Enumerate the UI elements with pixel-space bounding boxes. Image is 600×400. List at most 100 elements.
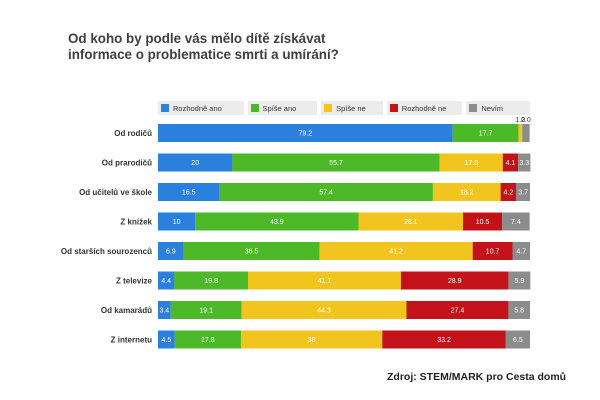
data-label: 7.4 xyxy=(511,219,521,226)
legend-swatch xyxy=(469,104,478,112)
data-label: 10.5 xyxy=(476,219,490,226)
bar-segment xyxy=(158,271,175,290)
bar-segment xyxy=(158,212,196,231)
bar-segment xyxy=(241,301,407,319)
category-label: Od kamarádů xyxy=(101,306,152,315)
bar-segment xyxy=(452,124,519,142)
bar-segment xyxy=(400,271,509,290)
bar-segment xyxy=(518,153,531,172)
legend-swatch xyxy=(324,104,333,112)
category-label: Od rodičů xyxy=(114,129,152,138)
data-label: 19.8 xyxy=(204,278,218,285)
bar-segment xyxy=(502,212,530,231)
data-label: 5.8 xyxy=(514,308,524,315)
category-label: Z internetu xyxy=(111,336,152,345)
bar-segment xyxy=(174,271,249,290)
data-label: 33.2 xyxy=(437,337,451,344)
category-label: Od učitelů ve škole xyxy=(79,188,152,197)
legend-label: Spíše ano xyxy=(262,103,297,113)
data-label: 1.0 xyxy=(515,117,525,124)
bar-segment xyxy=(158,242,184,260)
data-label: 55.7 xyxy=(329,160,343,167)
bar-segment xyxy=(502,153,519,172)
bar-segment xyxy=(174,330,241,349)
data-label: 79.2 xyxy=(298,131,312,138)
data-label: 3.4 xyxy=(159,308,169,315)
bar-segment xyxy=(382,330,506,349)
bar-segment xyxy=(158,183,220,201)
data-label: 4.1 xyxy=(506,160,516,167)
data-label: 4.7 xyxy=(516,249,526,256)
data-label: 28.1 xyxy=(404,219,418,226)
bar-segment xyxy=(158,153,233,172)
data-label: 10.7 xyxy=(486,249,500,256)
legend: Rozhodně ano Spíše ano Spíše ne Rozhodně ne… xyxy=(158,101,530,115)
bar-segment xyxy=(183,242,320,260)
category-label: Od starších sourozenců xyxy=(61,247,152,256)
legend-item: Rozhodně ne xyxy=(386,101,463,115)
data-label: 36.5 xyxy=(245,249,259,256)
data-label: 5.9 xyxy=(515,278,525,285)
category-label: Od prarodičů xyxy=(102,159,152,168)
legend-item: Rozhodně ano xyxy=(158,101,244,115)
legend-label: Nevím xyxy=(481,103,504,113)
data-label: 6.9 xyxy=(166,249,176,256)
bar-segment xyxy=(508,271,531,290)
data-label: 41.1 xyxy=(318,278,332,285)
category-label: Z televize xyxy=(116,277,153,286)
data-label: 43.9 xyxy=(270,219,284,226)
legend-swatch xyxy=(250,104,259,112)
data-label: 17.0 xyxy=(464,160,478,167)
bar-segment xyxy=(505,330,530,349)
chart-title-line-2: informace o problematice smrti a umírání… xyxy=(68,47,339,62)
bar-segment xyxy=(195,212,359,231)
bar-segment xyxy=(158,330,175,349)
legend-item: Spíše ne xyxy=(321,101,383,115)
bar-segment xyxy=(406,301,509,319)
data-label: 19.1 xyxy=(199,308,213,315)
legend-item: Nevím xyxy=(466,101,530,115)
legend-label: Rozhodně ne xyxy=(401,103,447,113)
data-label: 20 xyxy=(191,160,199,167)
bar-segment xyxy=(439,153,503,172)
bar-segment xyxy=(463,212,503,231)
chart-title: Od koho by podle vás mělo dítě získávat … xyxy=(68,31,398,63)
legend-swatch xyxy=(389,104,398,112)
data-label: 4.5 xyxy=(162,337,172,344)
bar-segment xyxy=(472,242,513,260)
legend-label: Rozhodně ano xyxy=(173,103,222,113)
data-label: 18.2 xyxy=(460,190,474,197)
bar-segment xyxy=(232,153,440,172)
data-label: 41.2 xyxy=(389,249,403,256)
bar-segment xyxy=(500,183,517,201)
data-label: 4.2 xyxy=(504,190,514,197)
data-label: 10 xyxy=(173,219,181,226)
chart-title-line-1: Od koho by podle vás mělo dítě získávat xyxy=(68,31,326,46)
data-label: 27.4 xyxy=(451,308,465,315)
bar-segment xyxy=(158,301,171,319)
bar-segment xyxy=(432,183,501,201)
data-label: 3.3 xyxy=(519,160,529,167)
source-note: Zdroj: STEM/MARK pro Cesta domů xyxy=(387,371,567,383)
data-label: 57.4 xyxy=(319,190,333,197)
data-label: 38 xyxy=(308,337,316,344)
category-label: Z knížek xyxy=(120,218,152,227)
data-label: 28.9 xyxy=(448,278,462,285)
bar-segment xyxy=(522,124,530,142)
bar-segment xyxy=(248,271,401,290)
bar-segment xyxy=(240,330,383,349)
data-label: 6.5 xyxy=(513,337,523,344)
bar-segment xyxy=(158,124,453,142)
legend-swatch xyxy=(161,104,169,112)
data-label: 17.7 xyxy=(479,131,493,138)
bar-segment xyxy=(219,183,433,201)
bar-segment xyxy=(358,212,464,231)
bar-segment xyxy=(170,301,242,319)
bar-segment xyxy=(512,242,530,260)
data-label: 17.8 xyxy=(201,337,215,344)
data-label: 3.7 xyxy=(518,190,528,197)
data-label: 16.5 xyxy=(182,190,196,197)
data-label: 44.3 xyxy=(317,308,331,315)
bar-segment xyxy=(518,124,523,142)
